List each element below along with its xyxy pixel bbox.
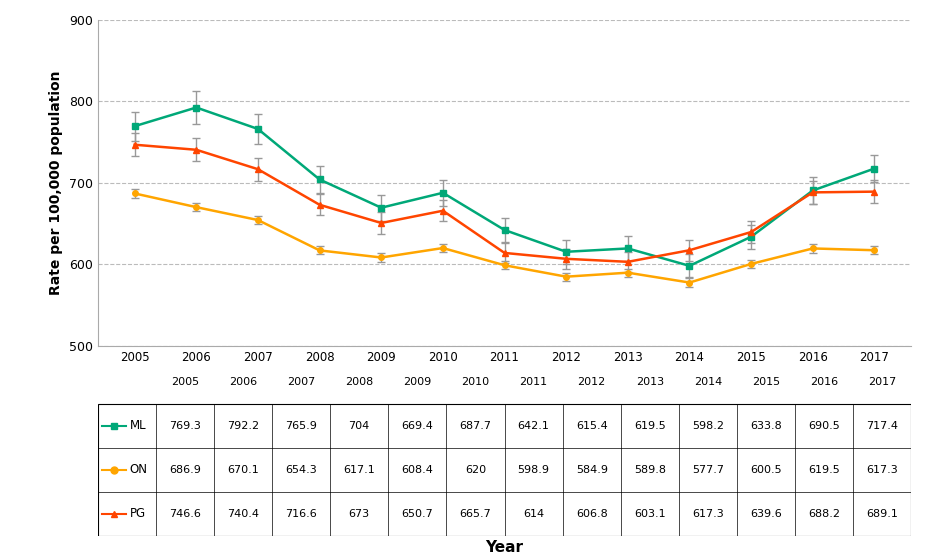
- Text: 633.8: 633.8: [751, 421, 782, 431]
- Text: 2011: 2011: [520, 377, 548, 387]
- Text: 614: 614: [523, 509, 544, 519]
- Text: 619.5: 619.5: [808, 465, 840, 475]
- Text: 740.4: 740.4: [227, 509, 259, 519]
- Text: 2014: 2014: [694, 377, 722, 387]
- Text: 606.8: 606.8: [576, 509, 607, 519]
- Text: 687.7: 687.7: [459, 421, 491, 431]
- Text: ML: ML: [129, 419, 146, 432]
- Text: 650.7: 650.7: [402, 509, 433, 519]
- Bar: [98, 404, 911, 536]
- Text: 704: 704: [349, 421, 370, 431]
- Text: 654.3: 654.3: [286, 465, 317, 475]
- Text: 617.1: 617.1: [343, 465, 375, 475]
- Text: 769.3: 769.3: [169, 421, 201, 431]
- Text: 716.6: 716.6: [286, 509, 317, 519]
- Text: 673: 673: [349, 509, 370, 519]
- Text: 642.1: 642.1: [518, 421, 550, 431]
- Text: 608.4: 608.4: [402, 465, 433, 475]
- Text: PG: PG: [129, 507, 146, 520]
- Text: 600.5: 600.5: [751, 465, 782, 475]
- Text: 620: 620: [465, 465, 486, 475]
- Text: 2007: 2007: [287, 377, 315, 387]
- Text: 2010: 2010: [461, 377, 489, 387]
- Text: 619.5: 619.5: [634, 421, 666, 431]
- Y-axis label: Rate per 100,000 population: Rate per 100,000 population: [49, 70, 63, 295]
- Text: 746.6: 746.6: [169, 509, 201, 519]
- Text: 670.1: 670.1: [227, 465, 259, 475]
- Text: 598.2: 598.2: [692, 421, 724, 431]
- Text: 669.4: 669.4: [402, 421, 433, 431]
- Text: 765.9: 765.9: [286, 421, 317, 431]
- Text: ON: ON: [129, 463, 148, 477]
- Text: 617.3: 617.3: [692, 509, 724, 519]
- Text: 686.9: 686.9: [169, 465, 201, 475]
- Text: 2015: 2015: [752, 377, 780, 387]
- Text: 617.3: 617.3: [867, 465, 898, 475]
- Text: 577.7: 577.7: [692, 465, 724, 475]
- Text: 639.6: 639.6: [751, 509, 782, 519]
- Text: 2012: 2012: [578, 377, 605, 387]
- Text: 2017: 2017: [869, 377, 897, 387]
- Text: 589.8: 589.8: [634, 465, 666, 475]
- Text: 598.9: 598.9: [518, 465, 550, 475]
- Text: 2013: 2013: [636, 377, 664, 387]
- Text: 2016: 2016: [810, 377, 838, 387]
- Text: 2006: 2006: [229, 377, 257, 387]
- Text: 2005: 2005: [171, 377, 199, 387]
- Text: 584.9: 584.9: [576, 465, 607, 475]
- Text: 2009: 2009: [404, 377, 432, 387]
- Text: Year: Year: [485, 540, 524, 555]
- Text: 689.1: 689.1: [867, 509, 898, 519]
- Text: 603.1: 603.1: [634, 509, 666, 519]
- Text: 665.7: 665.7: [459, 509, 491, 519]
- Text: 717.4: 717.4: [867, 421, 898, 431]
- Text: 690.5: 690.5: [808, 421, 840, 431]
- Text: 615.4: 615.4: [576, 421, 607, 431]
- Text: 2008: 2008: [345, 377, 373, 387]
- Text: 792.2: 792.2: [227, 421, 259, 431]
- Text: 688.2: 688.2: [808, 509, 840, 519]
